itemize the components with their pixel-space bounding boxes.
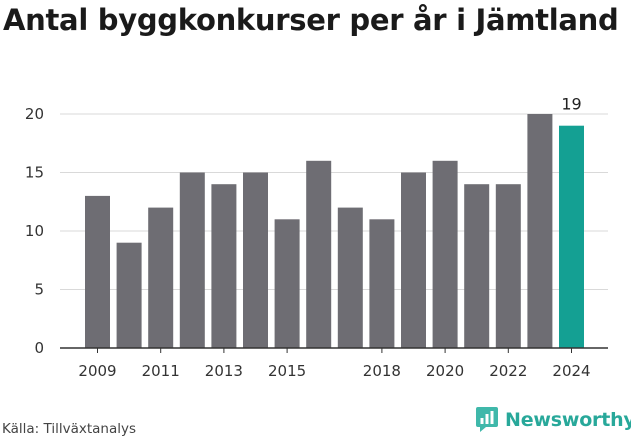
bar-2018 bbox=[369, 219, 395, 348]
bar-2012 bbox=[179, 172, 205, 348]
brand-name: Newsworthy bbox=[505, 408, 631, 431]
x-tick-label: 2024 bbox=[552, 362, 590, 380]
bar-2017 bbox=[337, 207, 363, 348]
bar-2011 bbox=[148, 207, 174, 348]
y-axis-ticks: 0 5 10 15 20 bbox=[25, 105, 44, 357]
y-tick-label: 20 bbox=[25, 105, 44, 123]
source-note: Källa: Tillväxtanalys bbox=[2, 421, 137, 437]
bar-2010 bbox=[116, 242, 142, 348]
grid-lines bbox=[60, 113, 608, 290]
y-tick-label: 5 bbox=[34, 281, 44, 299]
brand-logo: Newsworthy bbox=[475, 406, 631, 433]
bar-2022 bbox=[495, 184, 521, 348]
y-tick-label: 15 bbox=[25, 164, 44, 182]
bar-2013 bbox=[211, 184, 237, 348]
bar-2019 bbox=[401, 172, 426, 348]
bar-2024 bbox=[559, 125, 584, 348]
bar-2023 bbox=[527, 114, 553, 348]
x-tick-label: 2011 bbox=[142, 362, 180, 380]
y-tick-label: 10 bbox=[25, 222, 44, 240]
chart-title: Antal byggkonkurser per år i Jämtland bbox=[3, 3, 619, 37]
bar-2015 bbox=[274, 219, 300, 348]
x-tick-label: 2020 bbox=[426, 362, 464, 380]
x-tick-label: 2018 bbox=[363, 362, 401, 380]
bar-2021 bbox=[464, 184, 490, 348]
bar-2020 bbox=[432, 160, 458, 348]
x-tick-label: 2009 bbox=[78, 362, 116, 380]
data-label: 19 bbox=[561, 95, 581, 114]
x-axis-ticks: 2009 2011 2013 2015 2018 2020 2022 2024 bbox=[78, 348, 591, 380]
bar-2016 bbox=[306, 160, 332, 348]
newsworthy-logo-icon bbox=[476, 407, 498, 432]
x-tick-label: 2022 bbox=[489, 362, 527, 380]
bar-2014 bbox=[243, 172, 268, 348]
x-tick-label: 2013 bbox=[205, 362, 243, 380]
x-tick-label: 2015 bbox=[268, 362, 306, 380]
y-tick-label: 0 bbox=[34, 339, 44, 357]
data-labels: 19 bbox=[561, 95, 581, 114]
bars bbox=[85, 114, 584, 348]
bar-2009 bbox=[85, 195, 110, 348]
